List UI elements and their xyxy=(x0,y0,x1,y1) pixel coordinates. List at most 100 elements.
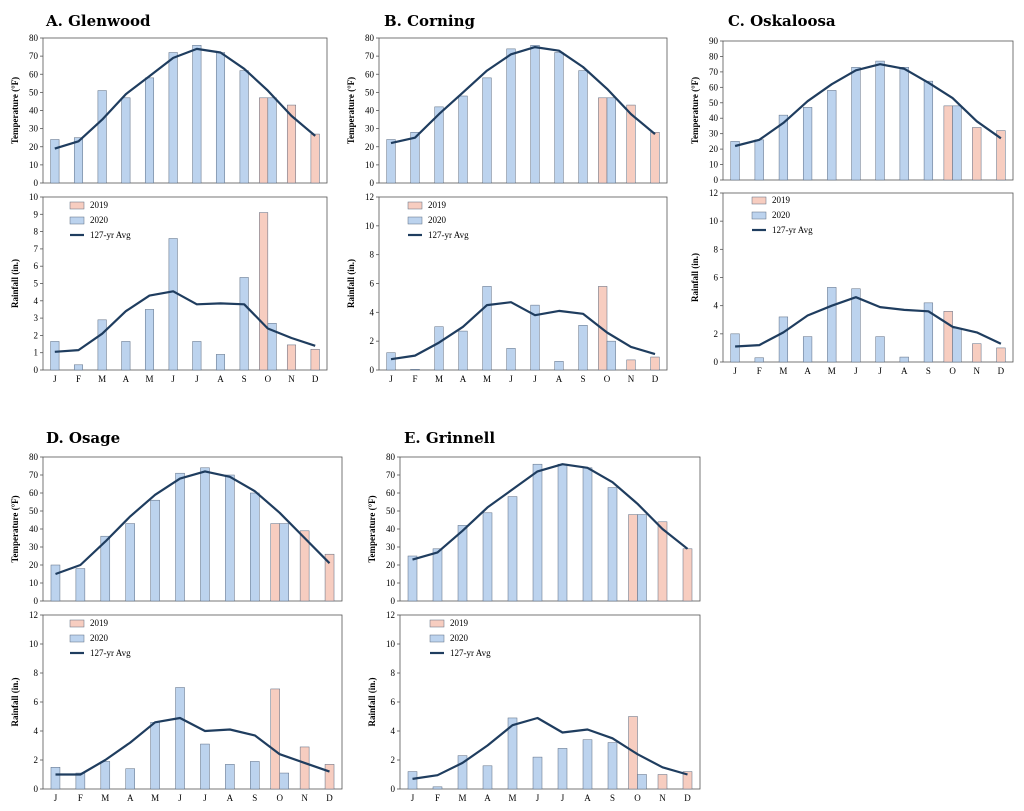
rainfall-bar-2020 xyxy=(225,764,235,790)
rainfall-bar-2020 xyxy=(754,357,764,363)
rainfall-bar-2020 xyxy=(386,352,396,371)
rainfall-bar-2019 xyxy=(972,343,982,363)
legend-swatch-2019 xyxy=(69,201,85,210)
rainfall-xtick-label: A xyxy=(227,793,234,803)
legend-swatch-2020 xyxy=(751,211,767,220)
temperature-ytick-label: 60 xyxy=(29,69,39,79)
temperature-ytick-label: 20 xyxy=(29,142,39,152)
temperature-bar-2020 xyxy=(827,90,837,181)
temperature-bar-2020 xyxy=(410,132,420,184)
rainfall-xtick-label: J xyxy=(54,793,58,803)
legend-label-avg: 127-yr Avg xyxy=(772,225,813,235)
legend-swatch-2020 xyxy=(69,634,85,643)
temperature-ytick-label: 40 xyxy=(386,524,396,534)
rainfall-ytick-label: 2 xyxy=(370,336,375,346)
temperature-ytick-label: 50 xyxy=(386,506,396,516)
rainfall-bar-2019 xyxy=(943,311,953,363)
rainfall-bar-2020 xyxy=(851,288,861,363)
rainfall-xtick-label: D xyxy=(684,793,691,803)
temperature-bar-2020 xyxy=(875,60,885,181)
temperature-bar-2020 xyxy=(530,45,540,184)
rainfall-ytick-label: 2 xyxy=(34,330,39,340)
rainfall-ytick-label: 0 xyxy=(34,365,39,375)
temperature-bar-2019 xyxy=(310,133,320,184)
rainfall-ylabel: Rainfall (in.) xyxy=(10,677,20,726)
rainfall-xtick-label: N xyxy=(659,793,666,803)
panel-title: E. Grinnell xyxy=(404,429,495,447)
temperature-ytick-label: 10 xyxy=(29,160,39,170)
temperature-bar-2019 xyxy=(626,104,636,184)
temperature-bar-2020 xyxy=(432,548,443,602)
rainfall-xtick-label: A xyxy=(901,366,908,376)
rainfall-ytick-label: 8 xyxy=(34,668,39,678)
rainfall-bar-2020 xyxy=(457,755,468,790)
temperature-ytick-label: 30 xyxy=(29,124,39,134)
rainfall-xtick-label: M xyxy=(145,374,153,384)
temperature-ylabel: Temperature (°F) xyxy=(10,77,20,144)
rainfall-bar-2020 xyxy=(407,771,418,790)
rainfall-bar-2020 xyxy=(607,742,618,790)
rainfall-ytick-label: 4 xyxy=(34,296,39,306)
temperature-bar-2020 xyxy=(267,97,277,184)
temperature-bar-2020 xyxy=(482,512,493,602)
legend-swatch-2020 xyxy=(69,216,85,225)
rainfall-xtick-label: N xyxy=(628,374,635,384)
rainfall-bar-2019 xyxy=(682,771,693,790)
rainfall-bar-2020 xyxy=(434,326,444,371)
rainfall-ytick-label: 5 xyxy=(34,279,39,289)
temperature-bar-2020 xyxy=(607,487,618,602)
rainfall-xtick-label: J xyxy=(878,366,882,376)
rainfall-ytick-label: 8 xyxy=(370,250,375,260)
temperature-bar-2020 xyxy=(125,523,135,602)
rainfall-bar-2020 xyxy=(125,768,135,790)
rainfall-xtick-label: F xyxy=(76,374,81,384)
legend-label-avg: 127-yr Avg xyxy=(428,230,469,240)
rainfall-bar-2020 xyxy=(802,336,813,363)
legend-swatch-2019 xyxy=(69,619,85,628)
rainfall-ytick-label: 10 xyxy=(386,639,396,649)
temperature-bar-2020 xyxy=(75,568,86,602)
rainfall-ytick-label: 4 xyxy=(391,726,396,736)
rainfall-bar-2020 xyxy=(168,238,178,371)
rainfall-xtick-label: J xyxy=(195,374,199,384)
rainfall-bar-2020 xyxy=(432,786,443,790)
temperature-avg-line xyxy=(55,470,331,576)
rainfall-bar-2020 xyxy=(175,687,185,790)
rainfall-xtick-label: J xyxy=(561,793,565,803)
temperature-ytick-label: 70 xyxy=(386,470,396,480)
temperature-bar-2020 xyxy=(457,525,468,602)
rainfall-ytick-label: 4 xyxy=(714,301,719,311)
rainfall-xtick-label: A xyxy=(804,366,811,376)
rainfall-bar-2020 xyxy=(578,325,588,371)
rainfall-ytick-label: 0 xyxy=(391,784,396,794)
rainfall-ytick-label: 3 xyxy=(34,313,39,323)
temperature-bar-2020 xyxy=(386,139,396,184)
rainfall-bar-2020 xyxy=(582,739,593,790)
temperature-bar-2019 xyxy=(270,523,280,602)
rainfall-avg-line xyxy=(54,290,316,353)
temperature-bar-2020 xyxy=(407,555,418,602)
rainfall-xtick-label: J xyxy=(733,366,737,376)
temperature-bar-2020 xyxy=(215,52,226,184)
rainfall-bar-2020 xyxy=(730,333,740,363)
temperature-ytick-label: 50 xyxy=(709,98,719,108)
temperature-ytick-label: 60 xyxy=(386,488,396,498)
rainfall-bar-2020 xyxy=(267,323,277,371)
rainfall-bar-2020 xyxy=(506,348,516,371)
temperature-bar-2019 xyxy=(996,130,1006,181)
temperature-bar-2020 xyxy=(250,492,260,602)
rainfall-xtick-label: J xyxy=(178,793,182,803)
rainfall-xtick-label: O xyxy=(949,366,956,376)
legend-swatch-2020 xyxy=(429,634,445,643)
temperature-ytick-label: 70 xyxy=(29,470,39,480)
rainfall-plot-frame xyxy=(42,614,343,790)
rainfall-xtick-label: N xyxy=(301,793,308,803)
rainfall-bar-2020 xyxy=(150,722,160,790)
rainfall-ytick-label: 6 xyxy=(391,697,396,707)
temperature-bar-2020 xyxy=(97,90,107,184)
panel-title: B. Corning xyxy=(384,12,475,30)
temperature-ytick-label: 30 xyxy=(709,129,719,139)
rainfall-bar-2020 xyxy=(279,772,289,790)
legend-label-2020: 2020 xyxy=(450,633,469,643)
